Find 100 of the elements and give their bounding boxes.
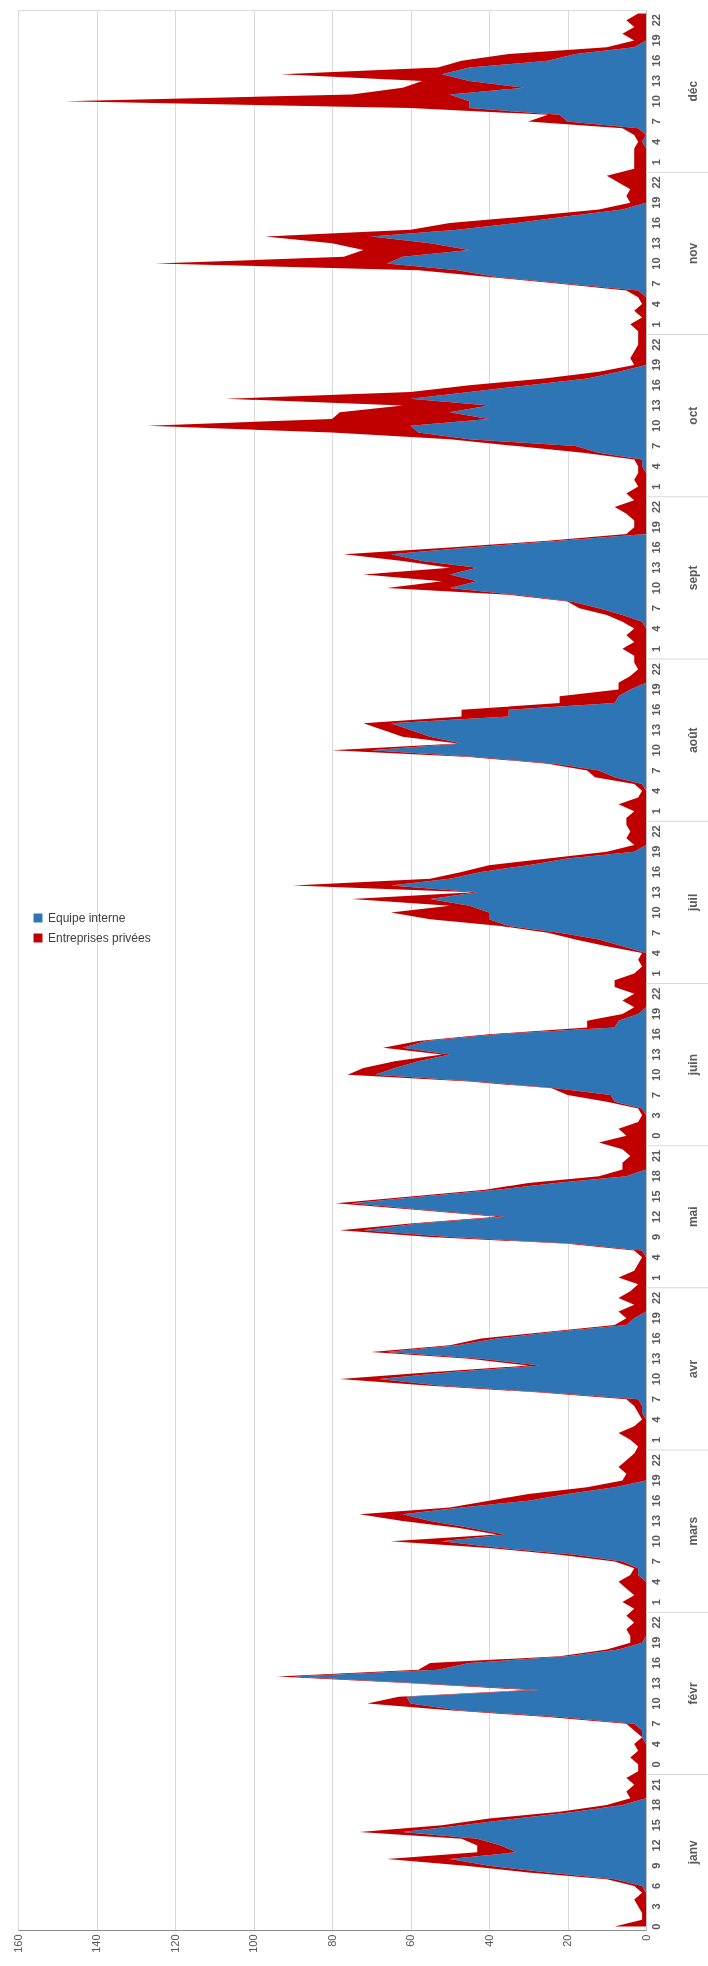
y-tick-label: 1 (650, 1274, 662, 1281)
y-tick-label: 9 (650, 1233, 662, 1241)
x-tick-label: 120 (168, 1934, 181, 1953)
y-tick-label: 4 (650, 1415, 662, 1423)
y-tick-label: 4 (650, 624, 662, 632)
y-tick-label: 7 (650, 442, 662, 450)
y-tick-label: 15 (650, 1819, 662, 1832)
y-tick-label: 10 (650, 744, 662, 757)
x-tick-label: 100 (247, 1934, 259, 1953)
y-tick-label: 16 (650, 1028, 662, 1041)
x-tick-label: 160 (11, 1934, 24, 1953)
y-tick-label: 22 (650, 1454, 662, 1467)
y-tick-label: 7 (650, 929, 662, 936)
y-tick-label: 21 (650, 1149, 662, 1163)
y-tick-label: 4 (650, 949, 662, 957)
y-tick-label: 22 (650, 663, 662, 676)
y-tick-label: 10 (650, 1697, 662, 1710)
y-tick-label: 1 (650, 483, 662, 490)
x-tick-label: 20 (561, 1934, 573, 1947)
y-tick-label: 16 (650, 379, 662, 392)
y-tick-label: 10 (650, 581, 662, 595)
y-tick-label: 1 (650, 321, 662, 328)
y-tick-label: 12 (650, 1210, 662, 1223)
legend-label: Equipe interne (48, 911, 126, 925)
y-tick-label: 13 (650, 1677, 662, 1690)
y-tick-label: 16 (650, 865, 662, 879)
text: avr (686, 1359, 700, 1378)
y-tick-label: 10 (650, 1372, 662, 1386)
y-tick-label: 16 (650, 1656, 662, 1670)
y-tick-label: 10 (650, 95, 662, 108)
text: juin (686, 1053, 700, 1077)
y-tick-label: 13 (650, 1514, 662, 1528)
y-tick-label: 1 (650, 970, 662, 977)
x-tick-label: 40 (482, 1934, 495, 1947)
y-tick-label: 13 (650, 886, 662, 899)
y-tick-label: 1 (650, 1599, 662, 1606)
text: juil (686, 893, 700, 913)
text: févr (686, 1682, 700, 1705)
y-tick-label: 10 (650, 257, 662, 270)
y-tick-label: 21 (650, 1778, 662, 1791)
y-tick-label: 19 (650, 358, 662, 372)
x-tick-label: 0 (639, 1934, 652, 1941)
y-tick-label: 19 (650, 196, 662, 209)
y-tick-label: 9 (650, 1862, 662, 1869)
y-tick-label: 16 (650, 703, 662, 716)
y-tick-label: 0 (650, 1923, 662, 1930)
y-tick-label: 19 (650, 845, 662, 858)
x-tick-label: 80 (325, 1934, 338, 1947)
y-tick-label: 1 (650, 159, 662, 166)
y-tick-label: 19 (650, 1636, 662, 1649)
legend-label: Entreprises privées (48, 931, 151, 945)
y-tick-label: 7 (650, 1396, 662, 1403)
y-tick-label: 22 (650, 1291, 662, 1305)
y-tick-label: 10 (650, 1068, 662, 1081)
y-tick-label: 18 (650, 1798, 662, 1812)
y-tick-label: 13 (650, 74, 662, 88)
text: août (686, 727, 700, 753)
y-tick-label: 13 (650, 1048, 662, 1061)
y-tick-label: 7 (650, 605, 662, 612)
y-tick-label: 7 (650, 118, 662, 125)
y-tick-label: 19 (650, 521, 662, 534)
y-tick-label: 7 (650, 1092, 662, 1099)
y-tick-label: 16 (650, 1494, 662, 1507)
y-tick-label: 19 (650, 1312, 662, 1325)
y-tick-label: 13 (650, 723, 662, 737)
text: mars (686, 1516, 700, 1546)
y-tick-label: 16 (650, 541, 662, 554)
y-tick-label: 19 (650, 34, 662, 47)
y-tick-label: 13 (650, 399, 662, 412)
y-tick-label: 3 (650, 1903, 662, 1910)
y-tick-label: 4 (650, 1253, 662, 1261)
y-tick-label: 15 (650, 1190, 662, 1203)
y-tick-label: 13 (650, 1352, 662, 1365)
y-tick-label: 4 (650, 1577, 662, 1585)
y-tick-label: 16 (650, 216, 662, 230)
y-tick-label: 16 (650, 54, 662, 67)
y-tick-label: 22 (650, 825, 662, 838)
y-tick-label: 7 (650, 767, 662, 774)
y-tick-label: 13 (650, 237, 662, 250)
text: janv (686, 1839, 700, 1866)
y-tick-label: 7 (650, 280, 662, 287)
y-tick-label: 10 (650, 1535, 662, 1548)
y-tick-label: 1 (650, 645, 662, 652)
text: oct (686, 406, 700, 425)
y-tick-label: 0 (650, 1132, 662, 1139)
y-tick-label: 1 (650, 808, 662, 815)
y-tick-label: 10 (650, 419, 662, 432)
y-tick-label: 13 (650, 561, 662, 574)
y-tick-label: 22 (650, 338, 662, 351)
y-tick-label: 19 (650, 1007, 662, 1021)
y-tick-label: 12 (650, 1839, 662, 1852)
y-tick-label: 4 (650, 137, 662, 145)
y-tick-label: 6 (650, 1882, 662, 1890)
y-tick-label: 16 (650, 1332, 662, 1345)
y-tick-label: 18 (650, 1170, 662, 1183)
y-tick-label: 10 (650, 906, 662, 919)
y-tick-label: 19 (650, 683, 662, 696)
y-tick-label: 4 (650, 786, 662, 794)
y-tick-label: 3 (650, 1112, 662, 1119)
y-tick-label: 22 (650, 500, 662, 514)
